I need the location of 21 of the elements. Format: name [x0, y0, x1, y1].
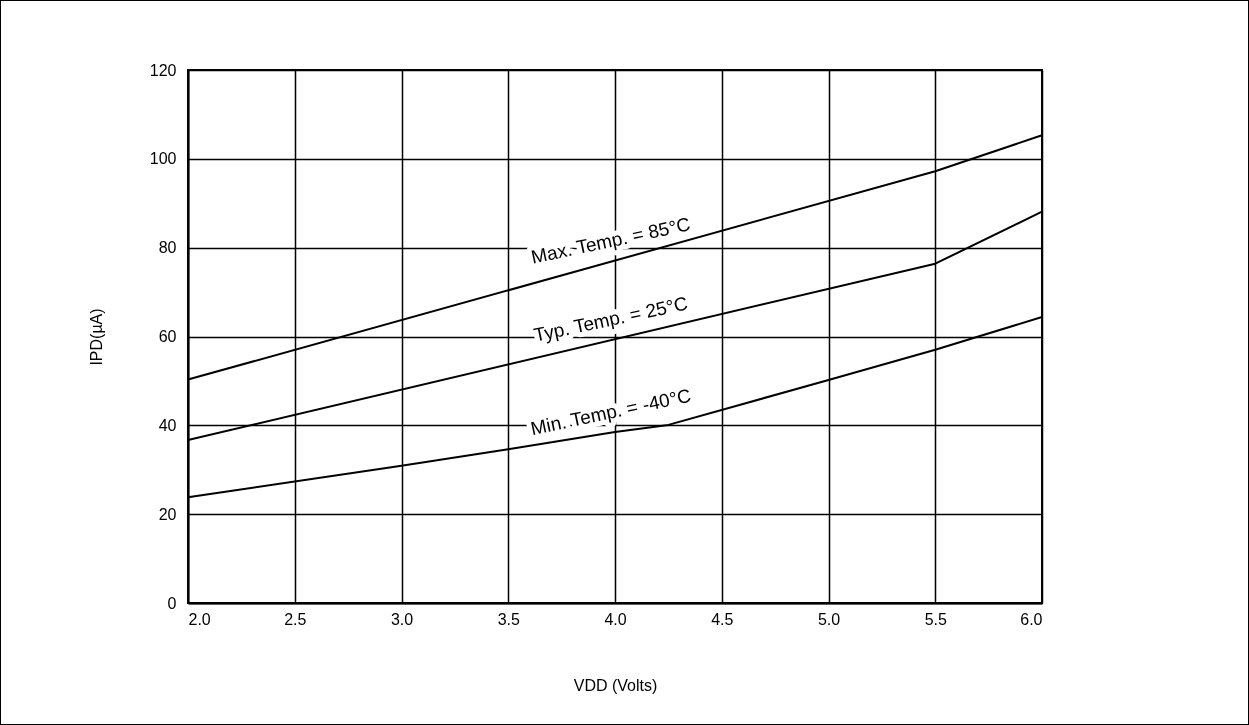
text: Max. Temp. = 85°C [529, 213, 693, 268]
y-tick-label: 100 [149, 150, 177, 168]
y-tick-label: 60 [158, 328, 177, 345]
x-tick-label: 5.0 [817, 610, 841, 628]
x-tick-label: 3.5 [497, 610, 520, 628]
x-axis-title: VDD (Volts) [573, 676, 658, 694]
y-tick-label: 0 [167, 594, 177, 612]
y-tick-label: 120 [149, 61, 177, 79]
x-tick-label: 6.0 [1020, 610, 1043, 628]
x-tick-label: 4.5 [711, 610, 734, 628]
x-tick-label: 2.0 [188, 610, 211, 628]
x-tick-label: 3.0 [390, 610, 414, 628]
y-axis-title: IPD(µA) [87, 308, 105, 366]
text: Typ. Temp. = 25°C [531, 292, 690, 346]
x-tick-label: 4.0 [604, 610, 627, 628]
y-tick-label: 80 [158, 239, 177, 257]
x-tick-label: 5.5 [924, 610, 947, 628]
y-tick-label: 20 [158, 505, 177, 523]
text: Min. Temp. = -40°C [528, 384, 693, 440]
x-tick-label: 2.5 [284, 610, 307, 628]
y-tick-label: 40 [158, 416, 177, 434]
